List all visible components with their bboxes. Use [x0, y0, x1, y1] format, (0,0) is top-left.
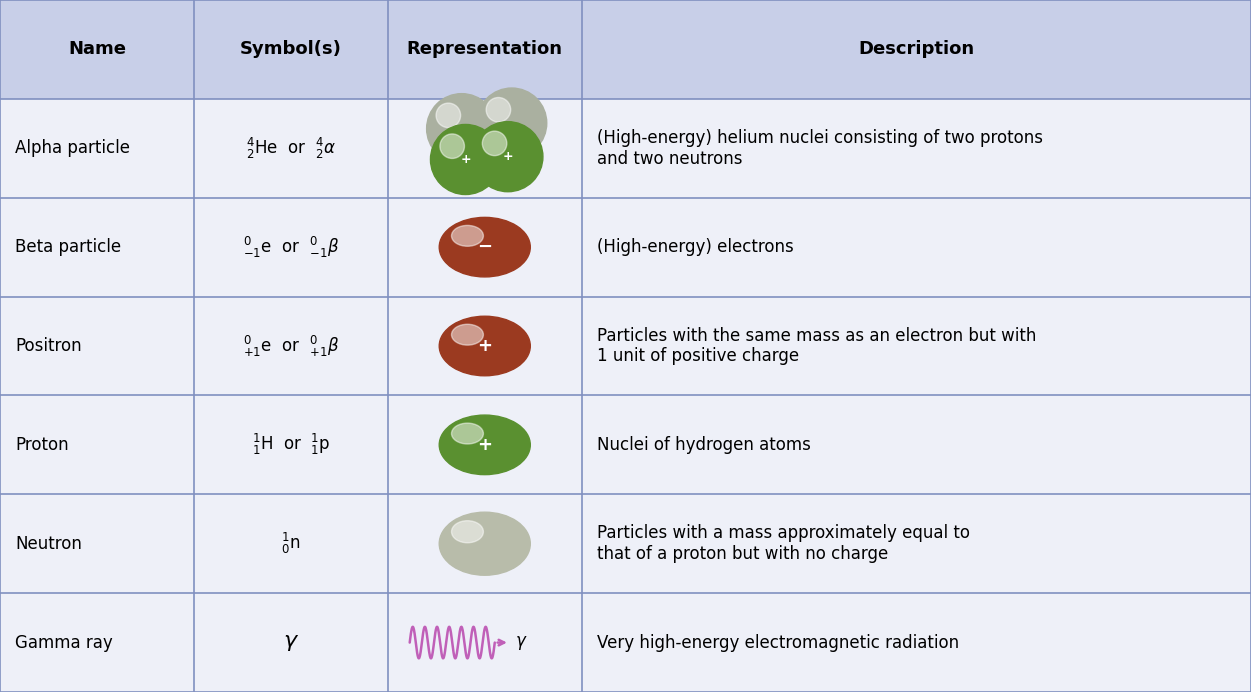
Text: Very high-energy electromagnetic radiation: Very high-energy electromagnetic radiati…: [597, 634, 958, 652]
Text: Beta particle: Beta particle: [15, 238, 121, 256]
Text: $^{0}_{-1}$e  or  $^{0}_{-1}\beta$: $^{0}_{-1}$e or $^{0}_{-1}\beta$: [243, 235, 339, 260]
FancyBboxPatch shape: [0, 297, 1251, 395]
Ellipse shape: [477, 88, 547, 158]
Text: $^{0}_{+1}$e  or  $^{0}_{+1}\beta$: $^{0}_{+1}$e or $^{0}_{+1}\beta$: [243, 334, 339, 358]
Text: Gamma ray: Gamma ray: [15, 634, 113, 652]
Text: Name: Name: [68, 40, 126, 58]
Ellipse shape: [483, 131, 507, 156]
Text: $\gamma$: $\gamma$: [283, 632, 299, 653]
Text: +: +: [503, 150, 513, 163]
Text: +: +: [460, 153, 470, 166]
Ellipse shape: [437, 103, 460, 127]
Text: Particles with the same mass as an electron but with
1 unit of positive charge: Particles with the same mass as an elect…: [597, 327, 1036, 365]
Ellipse shape: [439, 316, 530, 376]
Ellipse shape: [452, 325, 483, 345]
Text: $^{4}_{2}$He  or  $^{4}_{2}\alpha$: $^{4}_{2}$He or $^{4}_{2}\alpha$: [246, 136, 335, 161]
Text: Proton: Proton: [15, 436, 69, 454]
FancyBboxPatch shape: [0, 593, 1251, 692]
Text: $^{1}_{0}$n: $^{1}_{0}$n: [281, 531, 300, 556]
Ellipse shape: [473, 122, 543, 192]
Text: (High-energy) electrons: (High-energy) electrons: [597, 238, 793, 256]
FancyBboxPatch shape: [0, 494, 1251, 593]
Ellipse shape: [487, 98, 510, 122]
Text: Particles with a mass approximately equal to
that of a proton but with no charge: Particles with a mass approximately equa…: [597, 525, 970, 563]
Text: +: +: [478, 436, 492, 454]
Ellipse shape: [427, 93, 497, 164]
Ellipse shape: [430, 125, 500, 194]
Text: Neutron: Neutron: [15, 535, 81, 553]
Text: Alpha particle: Alpha particle: [15, 139, 130, 157]
Text: $\gamma$: $\gamma$: [515, 634, 528, 652]
Text: Nuclei of hydrogen atoms: Nuclei of hydrogen atoms: [597, 436, 811, 454]
FancyBboxPatch shape: [0, 395, 1251, 494]
Ellipse shape: [452, 423, 483, 444]
FancyBboxPatch shape: [0, 99, 1251, 198]
Ellipse shape: [439, 512, 530, 575]
Text: Positron: Positron: [15, 337, 81, 355]
Text: $^{1}_{1}$H  or  $^{1}_{1}$p: $^{1}_{1}$H or $^{1}_{1}$p: [251, 432, 330, 457]
FancyBboxPatch shape: [0, 198, 1251, 297]
Text: Representation: Representation: [407, 40, 563, 58]
Ellipse shape: [452, 520, 483, 543]
Text: Symbol(s): Symbol(s): [240, 40, 342, 58]
Ellipse shape: [439, 415, 530, 475]
Text: −: −: [477, 238, 493, 256]
Ellipse shape: [452, 226, 483, 246]
Ellipse shape: [440, 134, 464, 158]
Text: Description: Description: [858, 40, 975, 58]
Text: +: +: [478, 337, 492, 355]
Ellipse shape: [439, 217, 530, 277]
Text: (High-energy) helium nuclei consisting of two protons
and two neutrons: (High-energy) helium nuclei consisting o…: [597, 129, 1043, 167]
FancyBboxPatch shape: [0, 0, 1251, 99]
